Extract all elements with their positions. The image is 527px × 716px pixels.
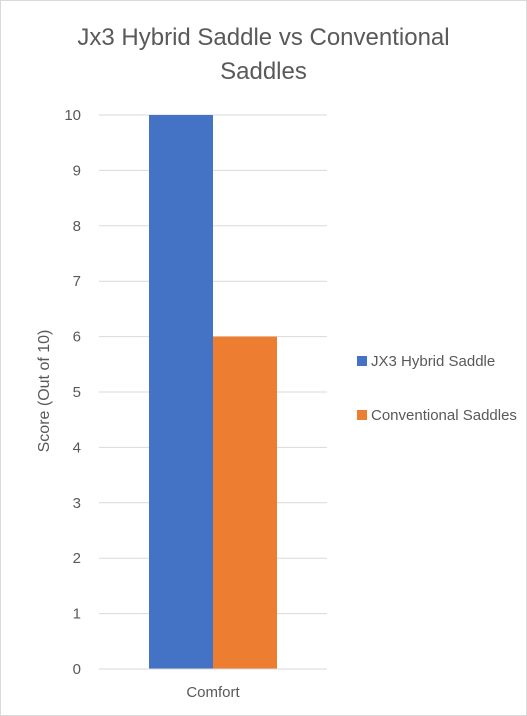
y-tick-label: 10 [64, 107, 81, 124]
y-tick-label: 4 [73, 439, 81, 456]
x-tick-label: Comfort [186, 684, 240, 701]
y-tick-label: 3 [73, 495, 81, 512]
y-tick-label: 7 [73, 273, 81, 290]
bar-conventional-saddles [213, 336, 277, 669]
chart-title-line-2: Saddles [220, 58, 307, 85]
chart-title-line-1: Jx3 Hybrid Saddle vs Conventional [77, 24, 450, 51]
y-tick-label: 2 [73, 550, 81, 567]
y-axis-title: Score (Out of 10) [36, 330, 53, 453]
legend-item-conventional: Conventional Saddles [357, 405, 517, 427]
y-tick-label: 6 [73, 329, 81, 346]
bar-jx3-hybrid-saddle [149, 115, 213, 669]
legend: JX3 Hybrid Saddle Conventional Saddles [357, 351, 517, 459]
legend-swatch-jx3 [357, 356, 367, 366]
legend-label-jx3: JX3 Hybrid Saddle [371, 353, 496, 370]
y-tick-label: 8 [73, 218, 81, 235]
chart-title: Jx3 Hybrid Saddle vs Conventional Saddle… [1, 21, 526, 89]
legend-label-conventional: Conventional Saddles [371, 407, 517, 424]
y-tick-label: 0 [73, 661, 81, 678]
y-tick-label: 1 [73, 606, 81, 623]
legend-swatch-conventional [357, 410, 367, 420]
y-tick-label: 5 [73, 384, 81, 401]
legend-item-jx3: JX3 Hybrid Saddle [357, 351, 517, 373]
y-tick-label: 9 [73, 162, 81, 179]
